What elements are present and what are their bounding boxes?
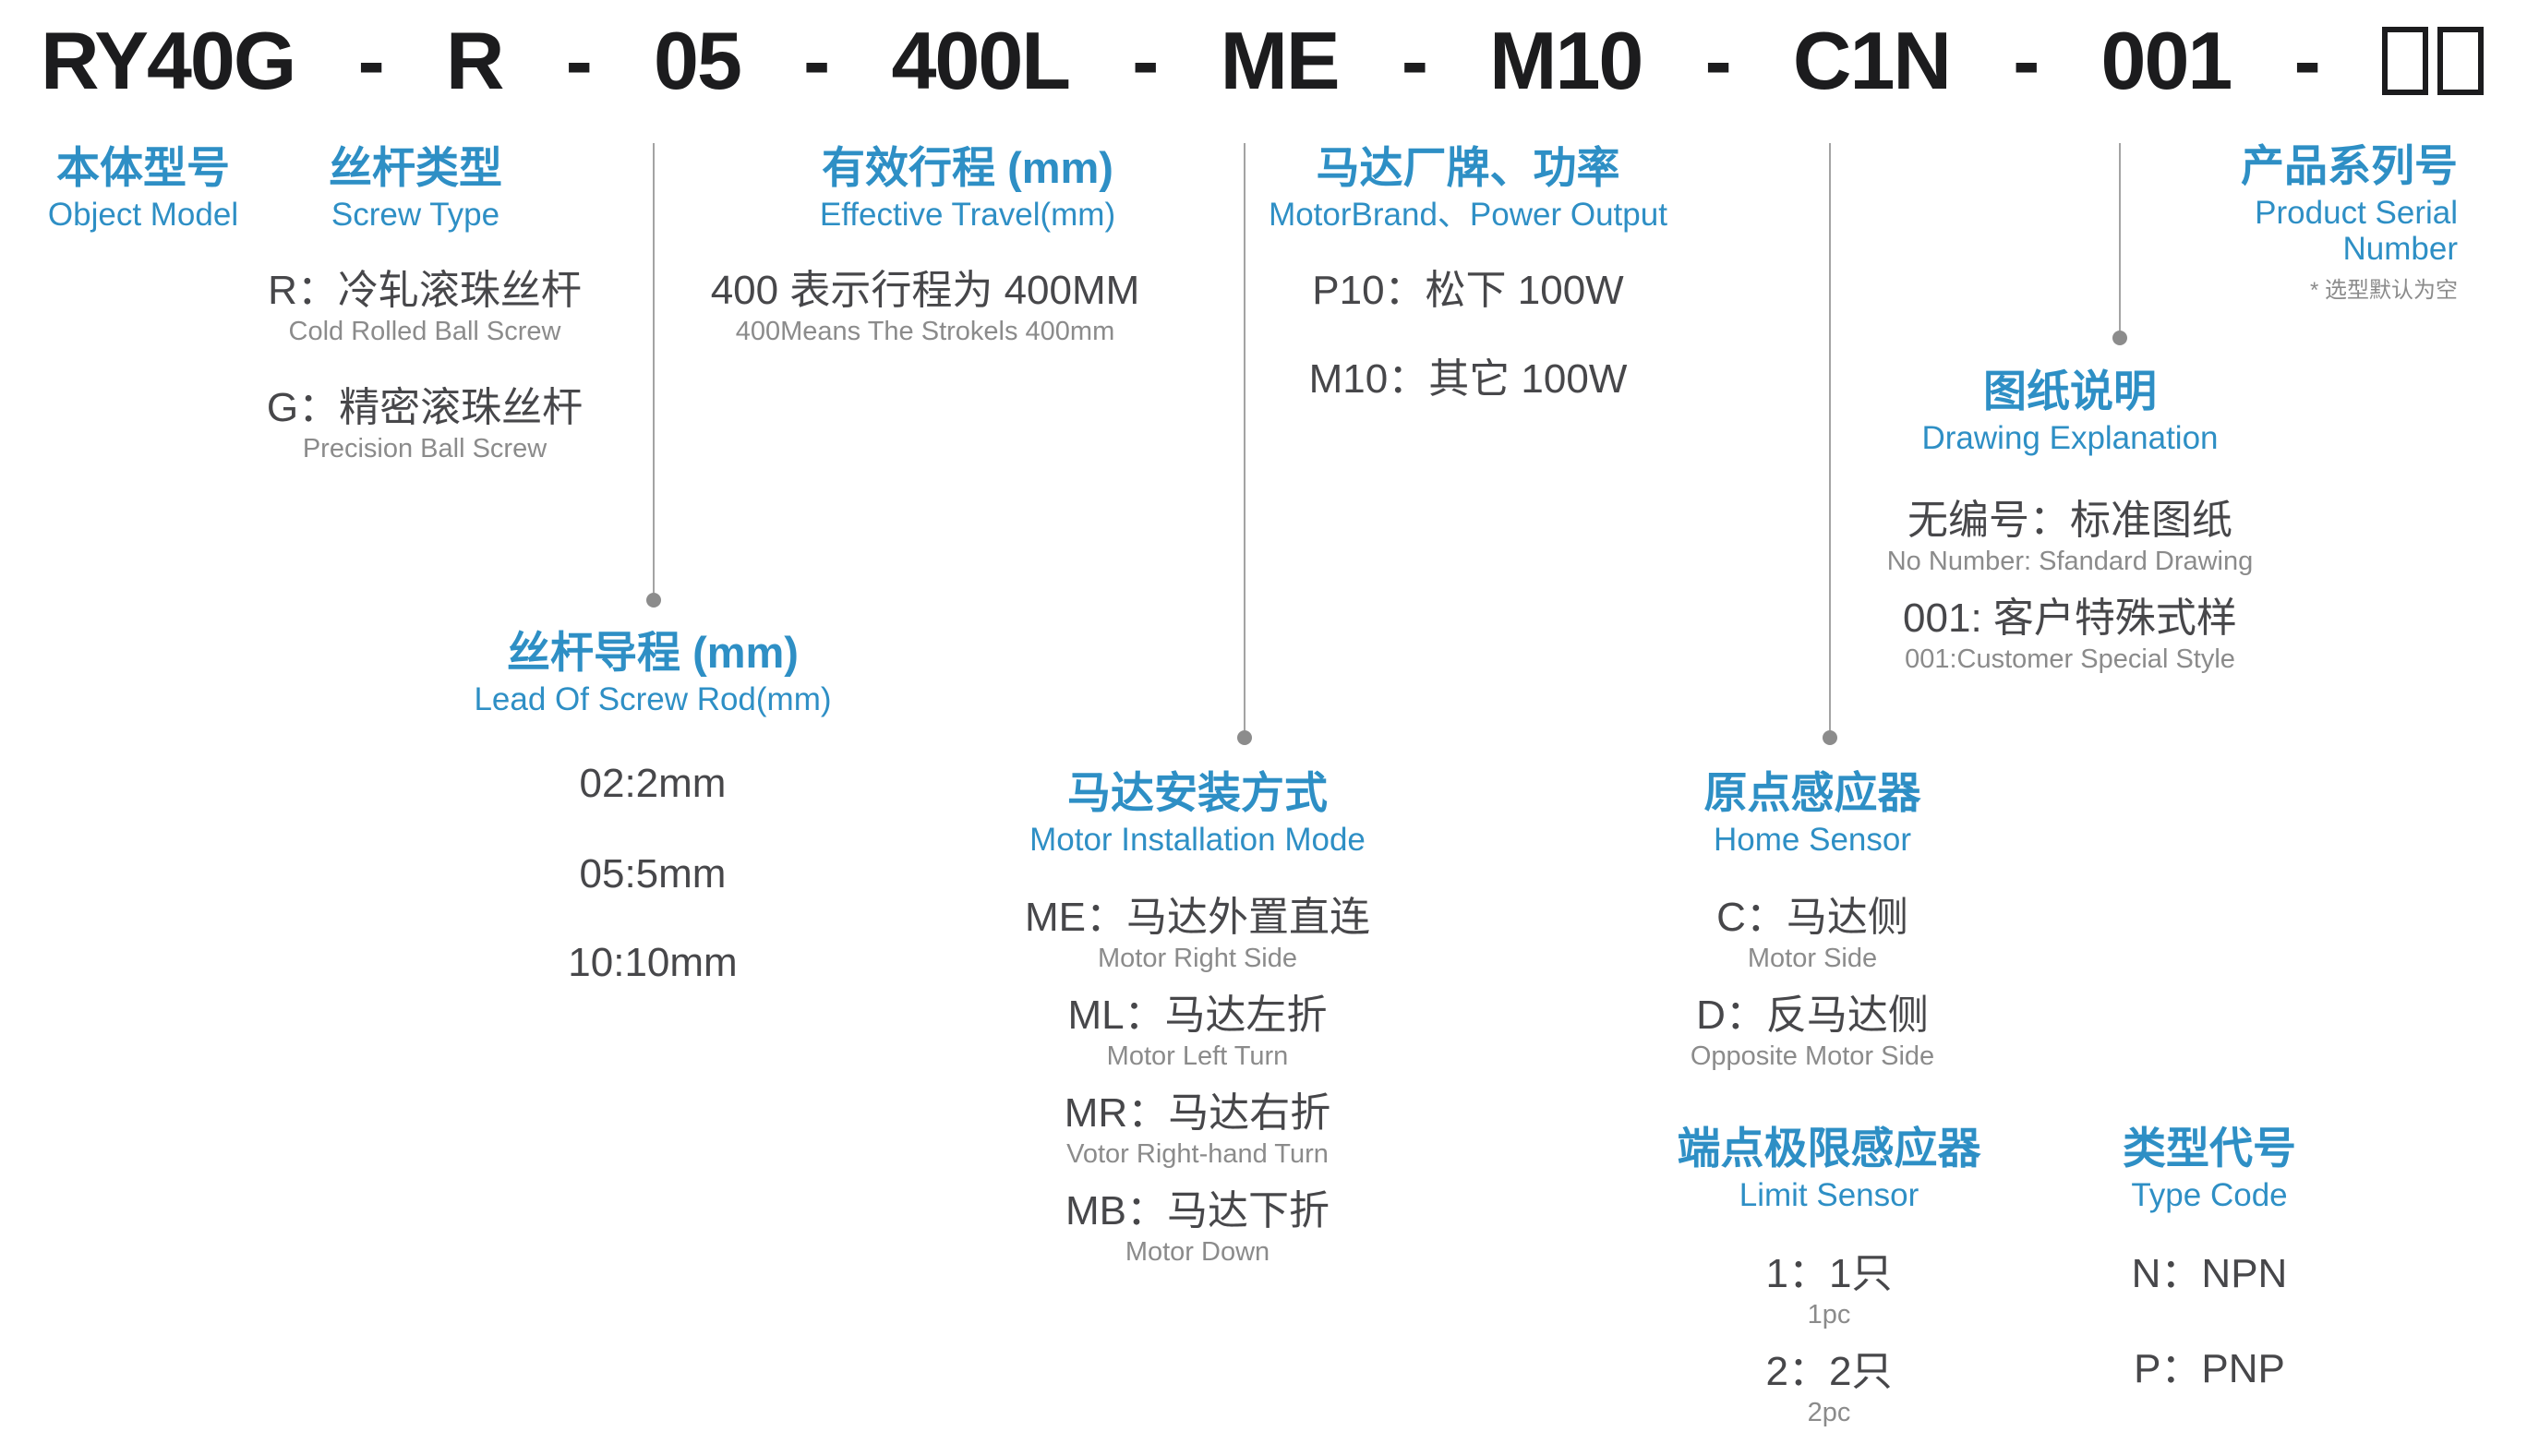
connector-line-home-sensor bbox=[1829, 143, 1831, 730]
model-code-separator: - bbox=[803, 15, 830, 106]
placeholder-box-2 bbox=[2437, 27, 2484, 95]
model-code-separator: - bbox=[1132, 15, 1159, 106]
screw-lead-title-zh: 丝杆导程 (mm) bbox=[507, 628, 799, 677]
effective-travel-title-zh: 有效行程 (mm) bbox=[822, 143, 1113, 192]
effective-travel-title-en: Effective Travel(mm) bbox=[819, 197, 1116, 233]
connector-dot-motor-installation bbox=[1237, 730, 1252, 745]
model-code-separator: - bbox=[2013, 15, 2040, 106]
connector-dot-home-sensor bbox=[1823, 730, 1837, 745]
screw-type-options: R：冷轧滚珠丝杆 Cold Rolled Ball Screw G：精密滚珠丝杆… bbox=[267, 271, 583, 463]
model-code-segment: RY40G bbox=[41, 15, 296, 106]
object-model-title-en: Object Model bbox=[47, 197, 239, 233]
model-code-separator: - bbox=[565, 15, 593, 106]
home-sensor-option-d-en: Opposite Motor Side bbox=[1690, 1041, 1935, 1071]
type-code-option-p: P：PNP bbox=[2134, 1345, 2285, 1391]
screw-lead-option-10: 10:10mm bbox=[568, 939, 738, 985]
effective-travel-options: 400 表示行程为 400MM 400Means The Strokels 40… bbox=[711, 271, 1140, 345]
type-code-option-n: N：NPN bbox=[2131, 1250, 2288, 1296]
drawing-option-standard-en: No Number: Sfandard Drawing bbox=[1886, 546, 2254, 576]
limit-sensor-block: 端点极限感应器 Limit Sensor 1：1只 1pc 2：2只 2pc bbox=[1678, 1126, 1981, 1426]
model-code-segment: M10 bbox=[1489, 15, 1643, 106]
motor-installation-option-mr-en: Votor Right-hand Turn bbox=[1066, 1138, 1329, 1169]
screw-type-option-g-en: Precision Ball Screw bbox=[302, 434, 548, 463]
limit-sensor-title-en: Limit Sensor bbox=[1739, 1177, 1919, 1213]
effective-travel-example: 400 表示行程为 400MM bbox=[710, 268, 1140, 313]
placeholder-box-1 bbox=[2381, 27, 2428, 95]
limit-sensor-option-2-en: 2pc bbox=[1807, 1397, 1851, 1427]
motor-installation-block: 马达安装方式 Motor Installation Mode ME：马达外置直连… bbox=[1025, 771, 1370, 1266]
motor-installation-option-mb-en: Motor Down bbox=[1125, 1236, 1270, 1267]
home-sensor-option-c: C：马达侧 bbox=[1716, 894, 1908, 940]
motor-brand-option-m10: M10：其它 100W bbox=[1308, 356, 1628, 402]
object-model-title-zh: 本体型号 bbox=[56, 143, 230, 192]
screw-type-header: 丝杆类型 Screw Type bbox=[329, 146, 502, 234]
motor-brand-header: 马达厂牌、功率 MotorBrand、Power Output bbox=[1269, 146, 1667, 234]
motor-brand-title-zh: 马达厂牌、功率 bbox=[1316, 143, 1620, 192]
effective-travel-header: 有效行程 (mm) Effective Travel(mm) bbox=[820, 146, 1115, 234]
product-serial-title-zh: 产品系列号 bbox=[2241, 141, 2458, 190]
screw-type-option-r-en: Cold Rolled Ball Screw bbox=[288, 317, 561, 346]
model-code-separator: - bbox=[1401, 15, 1428, 106]
drawing-option-custom-en: 001:Customer Special Style bbox=[1905, 644, 2235, 674]
product-serial-header: 产品系列号 Product Serial Number * 选型默认为空 bbox=[2015, 144, 2458, 302]
motor-brand-option-p10: P10：松下 100W bbox=[1312, 268, 1624, 313]
motor-brand-options: P10：松下 100W M10：其它 100W bbox=[1309, 271, 1628, 400]
drawing-option-standard: 无编号：标准图纸 bbox=[1907, 497, 2232, 543]
screw-lead-option-02: 02:2mm bbox=[579, 760, 727, 806]
model-code-segment: R bbox=[445, 15, 505, 106]
motor-installation-option-ml: ML：马达左折 bbox=[1067, 992, 1328, 1038]
screw-type-title-en: Screw Type bbox=[331, 197, 500, 233]
screw-type-option-g: G：精密滚珠丝杆 bbox=[266, 385, 584, 430]
drawing-explanation-title-en: Drawing Explanation bbox=[1921, 420, 2219, 456]
screw-lead-option-05: 05:5mm bbox=[579, 850, 727, 896]
connector-dot-screw-lead bbox=[646, 593, 661, 608]
home-sensor-title-en: Home Sensor bbox=[1714, 822, 1911, 858]
motor-brand-title-en: MotorBrand、Power Output bbox=[1269, 197, 1667, 233]
model-code-segment: 001 bbox=[2100, 15, 2233, 106]
screw-lead-title-en: Lead Of Screw Rod(mm) bbox=[474, 681, 832, 717]
type-code-title-en: Type Code bbox=[2131, 1177, 2288, 1213]
model-code-segment: 400L bbox=[891, 15, 1071, 106]
object-model-header: 本体型号 Object Model bbox=[48, 146, 238, 234]
type-code-block: 类型代号 Type Code N：NPN P：PNP bbox=[2123, 1126, 2296, 1390]
motor-installation-title-en: Motor Installation Mode bbox=[1029, 822, 1366, 858]
model-code-separator: - bbox=[2293, 15, 2320, 106]
limit-sensor-option-1: 1：1只 bbox=[1765, 1250, 1893, 1296]
motor-installation-option-me: ME：马达外置直连 bbox=[1025, 894, 1370, 940]
model-code-title: RY40G - R - 05 - 400L - ME - M10 - C1N -… bbox=[41, 13, 2484, 109]
model-code-separator: - bbox=[357, 15, 384, 106]
connector-dot-drawing-explanation bbox=[2112, 331, 2127, 345]
limit-sensor-title-zh: 端点极限感应器 bbox=[1677, 1124, 1981, 1173]
home-sensor-title-zh: 原点感应器 bbox=[1703, 768, 1921, 817]
drawing-option-custom: 001: 客户特殊式样 bbox=[1903, 595, 2237, 641]
motor-installation-option-ml-en: Motor Left Turn bbox=[1106, 1041, 1289, 1071]
connector-line-screw-lead bbox=[653, 143, 655, 593]
home-sensor-option-c-en: Motor Side bbox=[1747, 943, 1878, 973]
type-code-title-zh: 类型代号 bbox=[2123, 1124, 2296, 1173]
motor-installation-title-zh: 马达安装方式 bbox=[1067, 768, 1328, 817]
model-code-segment: C1N bbox=[1792, 15, 1952, 106]
motor-installation-option-mb: MB：马达下折 bbox=[1065, 1187, 1330, 1233]
model-code-separator: - bbox=[1704, 15, 1731, 106]
effective-travel-example-en: 400Means The Strokels 400mm bbox=[735, 317, 1115, 346]
motor-installation-option-me-en: Motor Right Side bbox=[1098, 943, 1297, 973]
drawing-explanation-title-zh: 图纸说明 bbox=[1982, 367, 2157, 415]
connector-line-motor-installation bbox=[1244, 143, 1245, 730]
connector-line-drawing-explanation bbox=[2119, 143, 2121, 331]
drawing-explanation-block: 图纸说明 Drawing Explanation 无编号：标准图纸 No Num… bbox=[1887, 369, 2254, 673]
home-sensor-option-d: D：反马达侧 bbox=[1696, 992, 1929, 1038]
product-serial-title-en: Product Serial Number bbox=[2255, 195, 2458, 267]
screw-lead-block: 丝杆导程 (mm) Lead Of Screw Rod(mm) 02:2mm 0… bbox=[474, 631, 831, 983]
screw-type-option-r: R：冷轧滚珠丝杆 bbox=[268, 268, 582, 313]
limit-sensor-option-2: 2：2只 bbox=[1765, 1348, 1893, 1394]
motor-installation-option-mr: MR：马达右折 bbox=[1064, 1089, 1331, 1136]
serial-placeholder-boxes bbox=[2381, 27, 2484, 95]
home-sensor-block: 原点感应器 Home Sensor C：马达侧 Motor Side D：反马达… bbox=[1691, 771, 1934, 1070]
screw-type-title-zh: 丝杆类型 bbox=[329, 143, 502, 192]
model-code-segment: ME bbox=[1220, 15, 1341, 106]
model-code-segment: 05 bbox=[654, 15, 742, 106]
limit-sensor-option-1-en: 1pc bbox=[1807, 1299, 1851, 1330]
product-serial-note: * 选型默认为空 bbox=[2309, 278, 2458, 303]
